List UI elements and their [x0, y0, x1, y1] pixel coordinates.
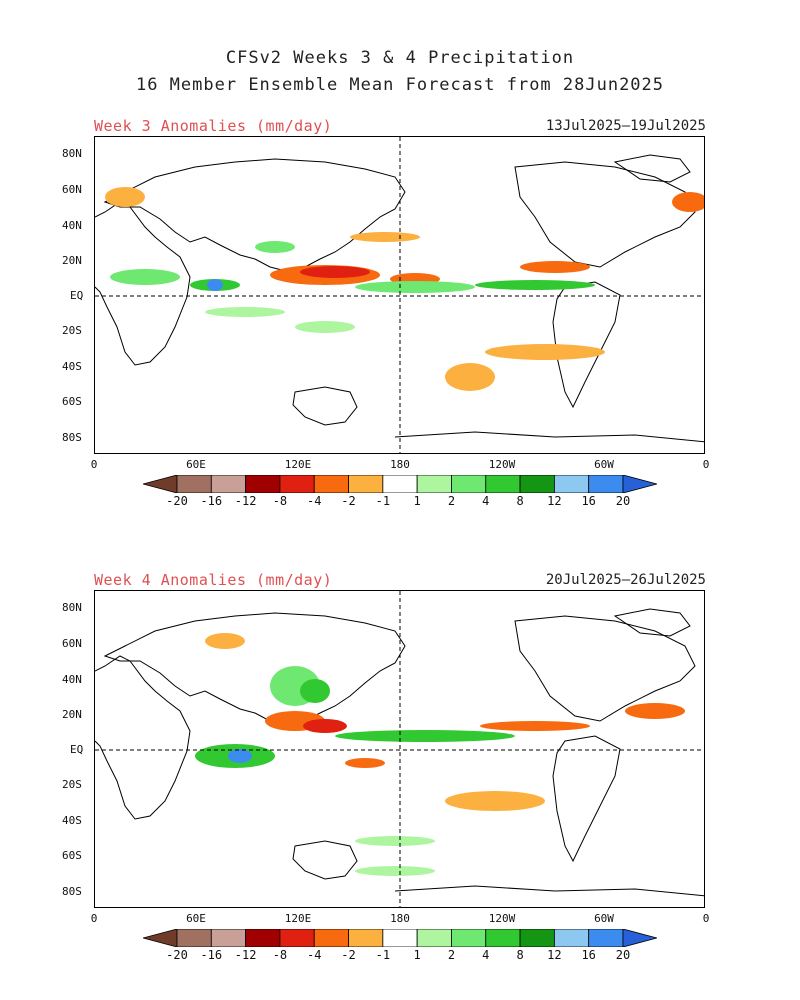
colorbar-swatch — [382, 929, 418, 947]
lat-label: 60N — [62, 637, 82, 650]
lat-label: 40N — [62, 673, 82, 686]
lat-label: 80S — [62, 431, 82, 444]
coastlines — [95, 608, 704, 897]
lat-label: 40S — [62, 360, 82, 373]
week3-date-range: 13Jul2025—19Jul2025 — [545, 118, 706, 134]
lon-label: 120E — [284, 912, 312, 925]
colorbar-tick-label: -2 — [341, 494, 356, 508]
anomaly-patches — [105, 187, 704, 391]
lat-label: 80N — [62, 601, 82, 614]
colorbar-tick-label: -1 — [375, 948, 391, 962]
week4-date-range: 20Jul2025—26Jul2025 — [545, 572, 706, 588]
lat-label: 20S — [62, 324, 82, 337]
colorbar-tick-label: -8 — [272, 948, 288, 962]
colorbar-low-arrow — [143, 929, 178, 947]
colorbar-swatch — [279, 929, 315, 947]
colorbar-high-arrow — [622, 475, 657, 493]
colorbar-tick-label: -16 — [200, 494, 223, 508]
colorbar-tick-label: -4 — [306, 948, 322, 962]
lat-label: 60N — [62, 183, 82, 196]
colorbar-high-arrow — [622, 929, 657, 947]
lon-label: 0 — [90, 458, 98, 471]
lon-label: 120W — [488, 912, 516, 925]
colorbar-tick-label: 20 — [615, 948, 631, 962]
week3-map-svg — [95, 137, 704, 453]
colorbar-tick-label: -4 — [306, 494, 322, 508]
colorbar-swatch — [245, 929, 281, 947]
colorbar-swatch — [553, 929, 590, 947]
lon-label: 0 — [702, 458, 710, 471]
colorbar-swatch — [313, 929, 349, 947]
colorbar-tick-label: -12 — [234, 948, 257, 962]
lon-label: 60W — [594, 912, 614, 925]
lon-label: 60E — [186, 912, 206, 925]
week4-panel-label: Week 4 Anomalies (mm/day) — [94, 571, 333, 589]
lat-label: 20N — [62, 708, 82, 721]
lon-label: 120E — [284, 458, 312, 471]
colorbar-swatch — [519, 929, 555, 947]
week4-panel: Week 4 Anomalies (mm/day) 20Jul2025—26Ju… — [0, 454, 800, 962]
colorbar-tick-label: -16 — [200, 948, 223, 962]
lon-label: 60W — [594, 458, 614, 471]
week4-colorbar — [143, 929, 657, 947]
colorbar-swatch — [348, 929, 384, 947]
colorbar-tick-label: 16 — [581, 494, 596, 508]
colorbar-tick-label: 4 — [482, 948, 490, 962]
week3-map — [94, 136, 705, 454]
colorbar-tick-label: -20 — [166, 948, 188, 962]
colorbar-swatch — [485, 929, 521, 947]
lat-label: EQ — [70, 743, 84, 756]
lon-label: 180 — [390, 458, 410, 471]
week4-map — [94, 590, 705, 908]
colorbar-tick-label: -12 — [234, 494, 257, 508]
colorbar-tick-label: 1 — [413, 948, 421, 962]
colorbar-tick-label: 2 — [447, 494, 456, 508]
week3-panel-label: Week 3 Anomalies (mm/day) — [94, 117, 333, 135]
lat-label: 80N — [62, 147, 82, 160]
colorbar-swatch — [210, 929, 247, 947]
colorbar-tick-label: -20 — [166, 494, 188, 508]
lat-label: EQ — [70, 289, 84, 302]
lat-label: 60S — [62, 395, 82, 408]
colorbar-tick-label: -8 — [272, 494, 288, 508]
colorbar-tick-label: 16 — [581, 948, 596, 962]
lon-label: 0 — [702, 912, 710, 925]
lat-label: 20S — [62, 778, 82, 791]
week4-map-svg — [95, 591, 704, 907]
lat-label: 20N — [62, 254, 82, 267]
colorbar-tick-label: 12 — [547, 948, 562, 962]
lon-label: 0 — [90, 912, 98, 925]
colorbar-tick-label: 20 — [615, 494, 631, 508]
lon-label: 180 — [390, 912, 410, 925]
lat-label: 80S — [62, 885, 82, 898]
title-line-2: 16 Member Ensemble Mean Forecast from 28… — [135, 75, 665, 95]
lat-label: 40N — [62, 219, 82, 232]
colorbar-swatch — [451, 929, 487, 947]
lat-label: 60S — [62, 849, 82, 862]
colorbar-tick-label: 4 — [482, 494, 490, 508]
colorbar-swatch — [176, 929, 212, 947]
colorbar-tick-label: 8 — [516, 494, 524, 508]
colorbar-swatch — [588, 929, 624, 947]
title-line-1: CFSv2 Weeks 3 & 4 Precipitation — [225, 48, 575, 68]
coastlines — [95, 154, 704, 443]
colorbar-tick-label: -1 — [375, 494, 391, 508]
colorbar-tick-label: 2 — [447, 948, 456, 962]
week3-colorbar — [143, 475, 657, 493]
anomaly-patches — [195, 633, 685, 876]
week3-panel: Week 3 Anomalies (mm/day) 13Jul2025—19Ju… — [0, 0, 800, 508]
colorbar-tick-label: -2 — [341, 948, 356, 962]
colorbar-tick-label: 1 — [413, 494, 421, 508]
colorbar-tick-label: 8 — [516, 948, 524, 962]
lat-label: 40S — [62, 814, 82, 827]
colorbar-tick-label: 12 — [547, 494, 562, 508]
lon-label: 60E — [186, 458, 206, 471]
colorbar-swatch — [416, 929, 452, 947]
lon-label: 120W — [488, 458, 516, 471]
